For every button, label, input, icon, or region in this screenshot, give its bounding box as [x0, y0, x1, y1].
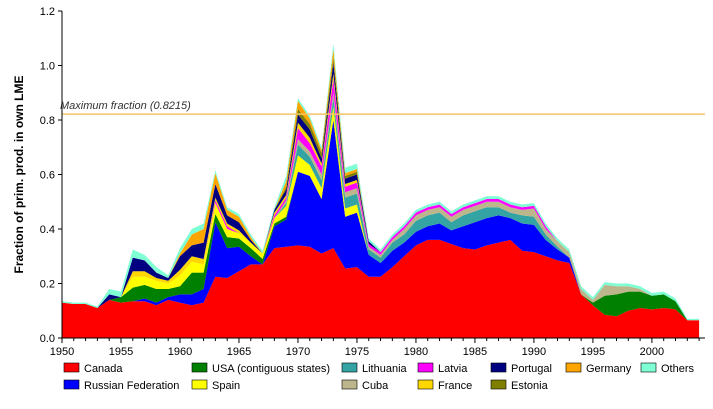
legend-label-lithuania: Lithuania: [362, 363, 408, 375]
legend-swatch-estonia: [490, 379, 507, 390]
y-tick-label: 0.2: [40, 279, 55, 291]
legend-label-latvia: Latvia: [438, 363, 468, 375]
legend-swatch-russian-federation: [63, 379, 80, 390]
legend-swatch-germany: [565, 362, 582, 373]
legend-label-germany: Germany: [586, 363, 632, 375]
x-tick-label: 1970: [286, 346, 310, 358]
area-canada: [62, 239, 700, 338]
legend-label-spain: Spain: [212, 380, 240, 392]
y-tick-label: 0.0: [40, 333, 55, 345]
reference-line-group: Maximum fraction (0.8215): [60, 100, 705, 115]
x-tick-label: 1990: [522, 346, 546, 358]
legend-swatch-canada: [63, 362, 80, 373]
x-tick-label: 1985: [463, 346, 487, 358]
area-usa-contiguous-states: [62, 120, 700, 321]
x-tick-label: 1980: [404, 346, 428, 358]
legend-label-usa-contiguous-states: USA (contiguous states): [212, 363, 330, 375]
legend-label-france: France: [438, 380, 472, 392]
legend-swatch-latvia: [417, 362, 434, 373]
area-russian-federation: [62, 120, 700, 321]
x-tick-label: 1975: [345, 346, 369, 358]
y-tick-label: 0.6: [40, 170, 55, 182]
x-tick-label: 1960: [168, 346, 192, 358]
legend-swatch-portugal: [490, 362, 507, 373]
y-tick-label: 0.8: [40, 115, 55, 127]
legend-label-canada: Canada: [84, 363, 123, 375]
max-fraction-label: Maximum fraction (0.8215): [60, 100, 191, 112]
legend-label-others: Others: [661, 363, 695, 375]
x-tick-label: 1965: [227, 346, 251, 358]
legend-label-russian-federation: Russian Federation: [84, 380, 179, 392]
stacked-areas: [62, 43, 700, 338]
y-tick-label: 1.2: [40, 6, 55, 18]
legend-label-portugal: Portugal: [511, 363, 552, 375]
y-axis-title: Fraction of prim. prod. in own LME: [12, 76, 26, 274]
y-tick-label: 0.4: [40, 224, 55, 236]
legend-swatch-others: [640, 362, 657, 373]
x-tick-label: 1955: [109, 346, 133, 358]
legend-swatch-spain: [191, 379, 208, 390]
x-tick-label: 1950: [50, 346, 74, 358]
legend-swatch-lithuania: [341, 362, 358, 373]
legend-label-estonia: Estonia: [511, 380, 549, 392]
legend-swatch-usa-contiguous-states: [191, 362, 208, 373]
legend-label-cuba: Cuba: [362, 380, 389, 392]
x-tick-label: 1995: [581, 346, 605, 358]
x-tick-label: 2000: [640, 346, 664, 358]
legend-swatch-cuba: [341, 379, 358, 390]
legend-swatch-france: [417, 379, 434, 390]
y-tick-label: 1.0: [40, 61, 55, 73]
legend: Canada USA (contiguous states) Lithuania La…: [63, 362, 695, 392]
axis-lines: 0.0 0.2 0.4 0.6 0.8 1.0 1.2 1950 1955 1960 1965 197…: [40, 6, 705, 358]
